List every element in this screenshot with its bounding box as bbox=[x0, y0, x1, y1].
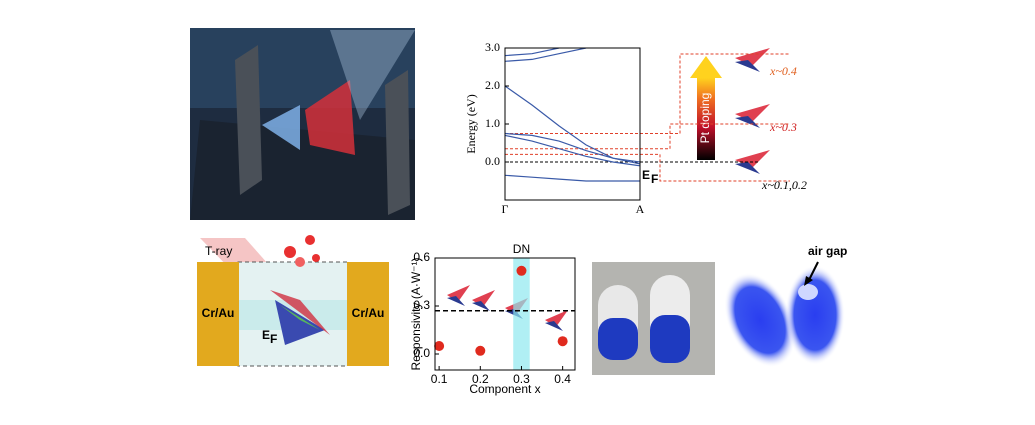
cone-icons bbox=[447, 285, 568, 331]
y-tick-label: 0.0 bbox=[485, 154, 500, 168]
y-tick-label: 3.0 bbox=[485, 40, 500, 54]
y-tick-label: 0.3 bbox=[413, 298, 430, 312]
doping-level bbox=[505, 123, 790, 150]
photo: air gap bbox=[724, 244, 847, 368]
label: Cr/Au bbox=[202, 306, 235, 320]
label: air gap bbox=[808, 244, 847, 258]
x-tick-label: 0.2 bbox=[472, 372, 489, 386]
arrow bbox=[697, 78, 715, 160]
doping-level bbox=[505, 153, 790, 182]
x-tick-label: Γ bbox=[502, 202, 509, 216]
plot-frame bbox=[434, 257, 576, 371]
label: F bbox=[651, 172, 658, 186]
arrow bbox=[690, 56, 722, 78]
x-tick-label: 0.4 bbox=[554, 372, 571, 386]
y-tick-label: 0.0 bbox=[413, 346, 430, 360]
band-line bbox=[505, 174, 640, 182]
label: E bbox=[262, 328, 270, 342]
x-tick-label: 0.1 bbox=[431, 372, 448, 386]
illustration bbox=[190, 28, 415, 220]
data-point bbox=[557, 336, 568, 347]
y-axis-label: Responsivity (A·W⁻¹) bbox=[409, 257, 423, 370]
data-point bbox=[516, 265, 527, 276]
highlight-label: DN bbox=[513, 242, 530, 256]
label: x~0.4 bbox=[769, 64, 797, 78]
y-tick-label: 1.0 bbox=[485, 116, 500, 130]
highlight-band bbox=[513, 258, 530, 370]
label: x~0.1,0.2 bbox=[761, 178, 807, 192]
cone-icons bbox=[735, 48, 770, 174]
band-line bbox=[505, 85, 640, 165]
label: Cr/Au bbox=[352, 306, 385, 320]
band-line bbox=[505, 132, 640, 163]
label: x~0.3 bbox=[769, 120, 797, 134]
label: E bbox=[642, 168, 650, 182]
y-tick-label: 0.6 bbox=[413, 250, 430, 264]
x-tick-label: A bbox=[636, 202, 645, 216]
label: F bbox=[270, 332, 277, 346]
photo bbox=[592, 262, 715, 375]
x-axis-label: Component x bbox=[469, 382, 540, 396]
y-tick-label: 2.0 bbox=[485, 78, 500, 92]
x-tick-label: 0.3 bbox=[513, 372, 530, 386]
band-line bbox=[505, 134, 640, 167]
doping-level bbox=[505, 53, 790, 134]
device-diagram: T-ray Cr/Au Cr/Au E F bbox=[197, 235, 389, 367]
plot-frame bbox=[504, 47, 641, 201]
label: Pt doping bbox=[698, 93, 712, 144]
data-point bbox=[434, 341, 445, 351]
y-axis-label: Energy (eV) bbox=[464, 94, 478, 153]
band-line bbox=[505, 48, 587, 62]
label: T-ray bbox=[205, 244, 232, 258]
data-point bbox=[475, 345, 486, 356]
band-line bbox=[505, 48, 560, 57]
